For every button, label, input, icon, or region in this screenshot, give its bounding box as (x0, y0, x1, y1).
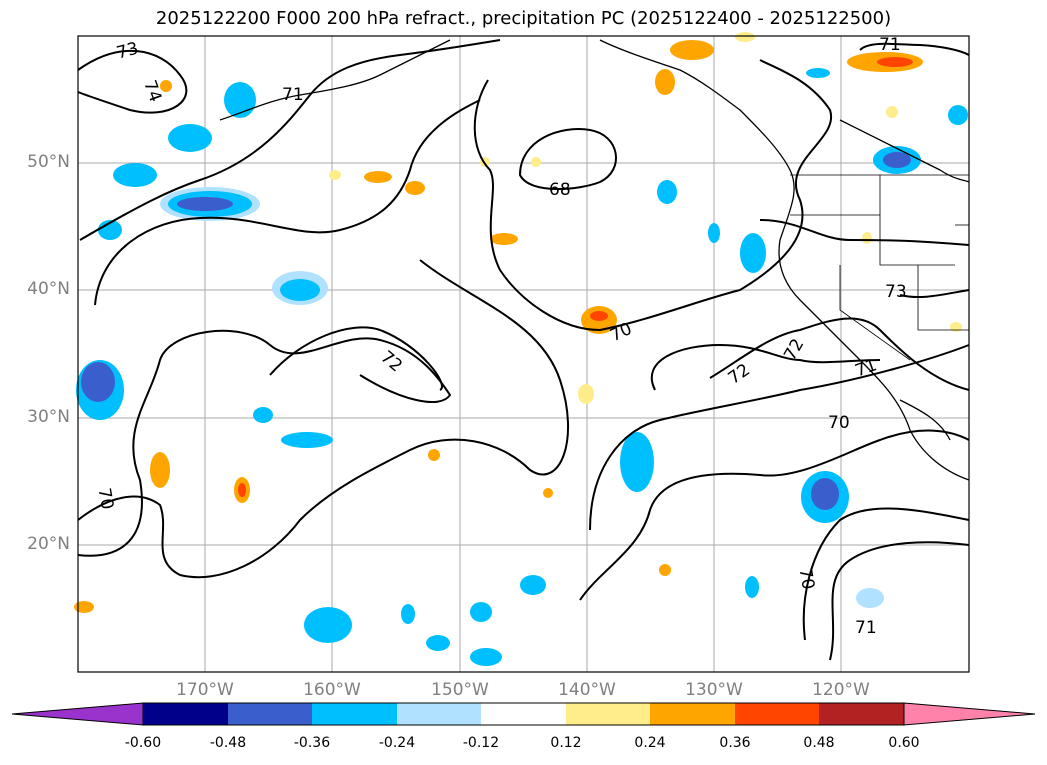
refractivity-contours (77, 39, 970, 661)
lon-label: 170°W (176, 680, 234, 700)
gridlines (78, 36, 969, 672)
contour-label: 72 (725, 360, 754, 389)
contour-label: 70 (828, 413, 850, 433)
lat-label: 20°N (27, 534, 70, 554)
contour-label: 73 (115, 39, 141, 64)
colorbar-tick-label: 0.60 (888, 735, 920, 751)
lat-label: 30°N (27, 407, 70, 427)
colorbar (11, 702, 1036, 726)
colorbar-tick-label: -0.36 (293, 735, 331, 751)
contour-label: 74 (139, 78, 165, 105)
precip-negative-areas (76, 68, 968, 666)
contour-label: 68 (549, 180, 571, 200)
map-frame (77, 35, 970, 673)
contour-label: 73 (885, 282, 907, 302)
contour-label: 70 (795, 566, 818, 591)
contour-label: 72 (780, 335, 808, 364)
colorbar-tick-label: 0.36 (719, 735, 751, 751)
colorbar-tick-label: -0.24 (378, 735, 416, 751)
lon-label: 140°W (558, 680, 616, 700)
colorbar-tick-label: 0.48 (803, 735, 835, 751)
contour-label: 70 (94, 486, 117, 511)
lat-label: 40°N (27, 279, 70, 299)
lon-label: 150°W (431, 680, 489, 700)
lon-label: 120°W (812, 680, 870, 700)
colorbar-tick-label: 0.12 (550, 735, 582, 751)
contour-label: 71 (879, 35, 901, 55)
contour-label: 72 (377, 347, 406, 376)
colorbar-tick-label: -0.60 (124, 735, 162, 751)
colorbar-tick-label: -0.12 (462, 735, 500, 751)
contour-labels: 73 74 71 68 70 72 72 72 71 70 70 73 71 7… (94, 35, 907, 638)
lon-label: 130°W (685, 680, 743, 700)
map-title: 2025122200 F000 200 hPa refract., precip… (155, 8, 892, 29)
coastlines (219, 39, 970, 481)
contour-label: 71 (855, 618, 877, 638)
lat-label: 50°N (27, 152, 70, 172)
contour-label: 71 (282, 85, 304, 105)
colorbar-tick-label: -0.48 (209, 735, 247, 751)
state-borders (790, 174, 969, 361)
precip-positive-areas (74, 32, 962, 613)
lon-label: 160°W (303, 680, 361, 700)
colorbar-tick-label: 0.24 (634, 735, 666, 751)
